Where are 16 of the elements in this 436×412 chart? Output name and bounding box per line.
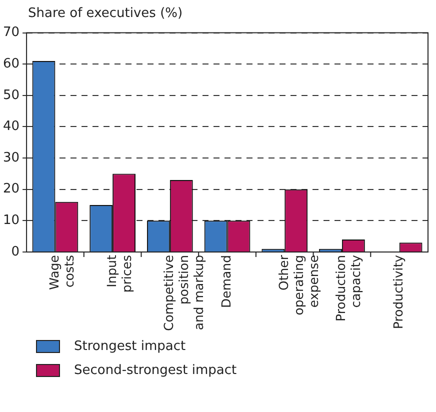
x-tick-label: Productivity bbox=[390, 254, 406, 330]
legend-label: Second-strongest impact bbox=[74, 362, 237, 378]
x-tick-label: Other operating expense bbox=[276, 254, 321, 316]
y-tick-label: 40 bbox=[2, 119, 20, 134]
y-tick-label: 50 bbox=[2, 88, 20, 103]
legend-label: Strongest impact bbox=[74, 338, 186, 354]
y-tick-label: 0 bbox=[11, 244, 20, 260]
y-tick-label: 70 bbox=[2, 25, 20, 40]
x-tick-label: Wage costs bbox=[46, 254, 76, 290]
x-tick-label: Input prices bbox=[104, 254, 134, 293]
x-tick-label: Demand bbox=[218, 254, 234, 308]
y-tick-label: 30 bbox=[2, 150, 20, 166]
y-tick-label: 60 bbox=[2, 56, 20, 72]
y-axis-title: Share of executives (%) bbox=[28, 6, 183, 21]
y-tick-label: 10 bbox=[2, 213, 20, 228]
y-tick-label: 20 bbox=[2, 182, 20, 197]
